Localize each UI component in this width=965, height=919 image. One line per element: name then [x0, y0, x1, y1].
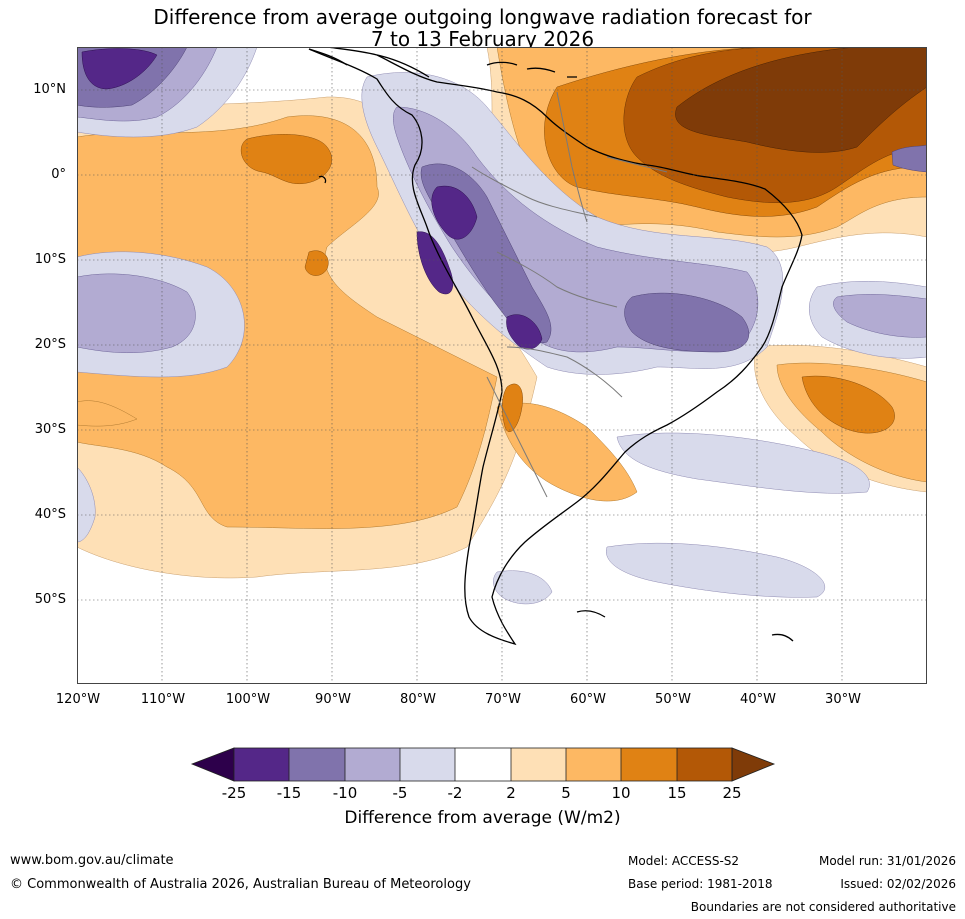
colorbar-segment — [234, 748, 289, 781]
anomaly-area-minus-2-to-minus-5 — [77, 466, 96, 543]
lon-label-80w: 80°W — [400, 692, 436, 707]
copyright-notice: © Commonwealth of Australia 2026, Austra… — [10, 877, 471, 892]
country-borders — [471, 91, 668, 498]
lon-label-60w: 60°W — [570, 692, 606, 707]
anomaly-area-minus-5-to-minus-10 — [77, 273, 196, 354]
colorbar-segment — [289, 748, 345, 781]
lat-label-10n: 10°N — [33, 82, 66, 97]
anomaly-area-minus-2-to-minus-5 — [493, 570, 553, 605]
colorbar-tick-label: 25 — [722, 784, 742, 802]
central-america-coastline — [308, 48, 430, 78]
lat-label-50s: 50°S — [34, 592, 66, 607]
anomaly-area-10-to-15 — [801, 375, 895, 434]
colorbar-tick-label: 10 — [611, 784, 631, 802]
colorbar-tick-label: -5 — [392, 784, 408, 802]
border-segment — [496, 251, 618, 308]
map-shading — [77, 47, 927, 684]
caribbean-islands — [486, 61, 577, 78]
border-segment — [471, 166, 598, 218]
anomaly-area-5-to-10 — [77, 115, 498, 529]
border-segment — [606, 156, 668, 173]
lon-label-40w: 40°W — [740, 692, 776, 707]
colorbar-segment — [677, 748, 732, 781]
boundaries-disclaimer: Boundaries are not considered authoritat… — [690, 900, 956, 914]
anomaly-area-minus-15-to-minus-25 — [416, 231, 454, 295]
base-period: Base period: 1981-2018 — [628, 877, 773, 891]
anomaly-area-over-25 — [675, 47, 927, 153]
lon-label-100w: 100°W — [225, 692, 271, 707]
model-name: Model: ACCESS-S2 — [628, 854, 740, 868]
lat-label-30s: 30°S — [34, 422, 66, 437]
colorbar-extend-low — [190, 747, 235, 782]
lat-label-40s: 40°S — [34, 507, 66, 522]
border-segment — [556, 91, 588, 223]
colorbar-tick-label: -15 — [276, 784, 302, 802]
anomaly-area-minus-15-to-minus-25 — [81, 48, 158, 90]
lat-label-10s: 10°S — [34, 252, 66, 267]
south-georgia — [771, 633, 794, 642]
colorbar-tick-label: 2 — [506, 784, 516, 802]
border-segment — [486, 376, 548, 498]
lon-label-120w: 120°W — [55, 692, 101, 707]
colorbar-tick-label: -25 — [221, 784, 247, 802]
border-segment — [506, 346, 623, 398]
website-link[interactable]: www.bom.gov.au/climate — [10, 853, 174, 868]
lat-label-20s: 20°S — [34, 337, 66, 352]
colorbar — [190, 747, 776, 782]
galapagos — [318, 175, 327, 184]
anomaly-area-10-to-15 — [502, 383, 523, 432]
map-title-line-2: 7 to 13 February 2026 — [370, 27, 595, 51]
lon-label-110w: 110°W — [140, 692, 186, 707]
south-america-coastline — [308, 47, 803, 646]
anomaly-area-minus-5-to-minus-10 — [833, 294, 927, 338]
anomaly-area-minus-15-to-minus-25 — [431, 185, 478, 240]
anomaly-area-minus-2-to-minus-5 — [616, 432, 870, 494]
colorbar-extend-high — [731, 747, 776, 782]
colorbar-tick-label: -10 — [332, 784, 358, 802]
anomaly-area-10-to-15 — [240, 134, 332, 185]
lon-label-50w: 50°W — [655, 692, 691, 707]
anomaly-area-minus-10-to-minus-15 — [891, 144, 927, 173]
colorbar-segment — [455, 748, 511, 781]
lat-label-0: 0° — [51, 167, 66, 182]
colorbar-tick-label: 15 — [667, 784, 687, 802]
anomaly-area-5-to-10 — [496, 402, 638, 502]
colorbar-segment — [345, 748, 400, 781]
colorbar-title: Difference from average (W/m2) — [344, 808, 621, 828]
graticule — [77, 47, 927, 684]
colorbar-tick-label: 5 — [561, 784, 571, 802]
lon-label-90w: 90°W — [315, 692, 351, 707]
colorbar-segment — [511, 748, 566, 781]
lon-label-30w: 30°W — [825, 692, 861, 707]
colorbar-outline — [233, 747, 733, 782]
anomaly-area-5-to-10 — [77, 400, 138, 427]
falkland-islands — [576, 610, 606, 618]
issued-date: Issued: 02/02/2026 — [840, 877, 956, 891]
colorbar-tick-label: -2 — [447, 784, 463, 802]
colorbar-segment — [400, 748, 455, 781]
coastlines — [308, 47, 803, 646]
negative-anomaly-fields — [77, 47, 927, 605]
model-run-date: Model run: 31/01/2026 — [818, 854, 956, 868]
anomaly-area-10-to-15 — [304, 250, 329, 276]
colorbar-dividers — [288, 748, 678, 781]
lon-label-70w: 70°W — [485, 692, 521, 707]
anomaly-area-minus-2-to-minus-5 — [605, 542, 825, 598]
map-title-line-1: Difference from average outgoing longwav… — [153, 5, 812, 29]
colorbar-segment — [566, 748, 621, 781]
anomaly-area-minus-10-to-minus-15 — [624, 292, 750, 353]
positive-anomaly-fields — [77, 47, 927, 579]
olr-anomaly-map — [77, 47, 927, 684]
colorbar-segment — [621, 748, 677, 781]
